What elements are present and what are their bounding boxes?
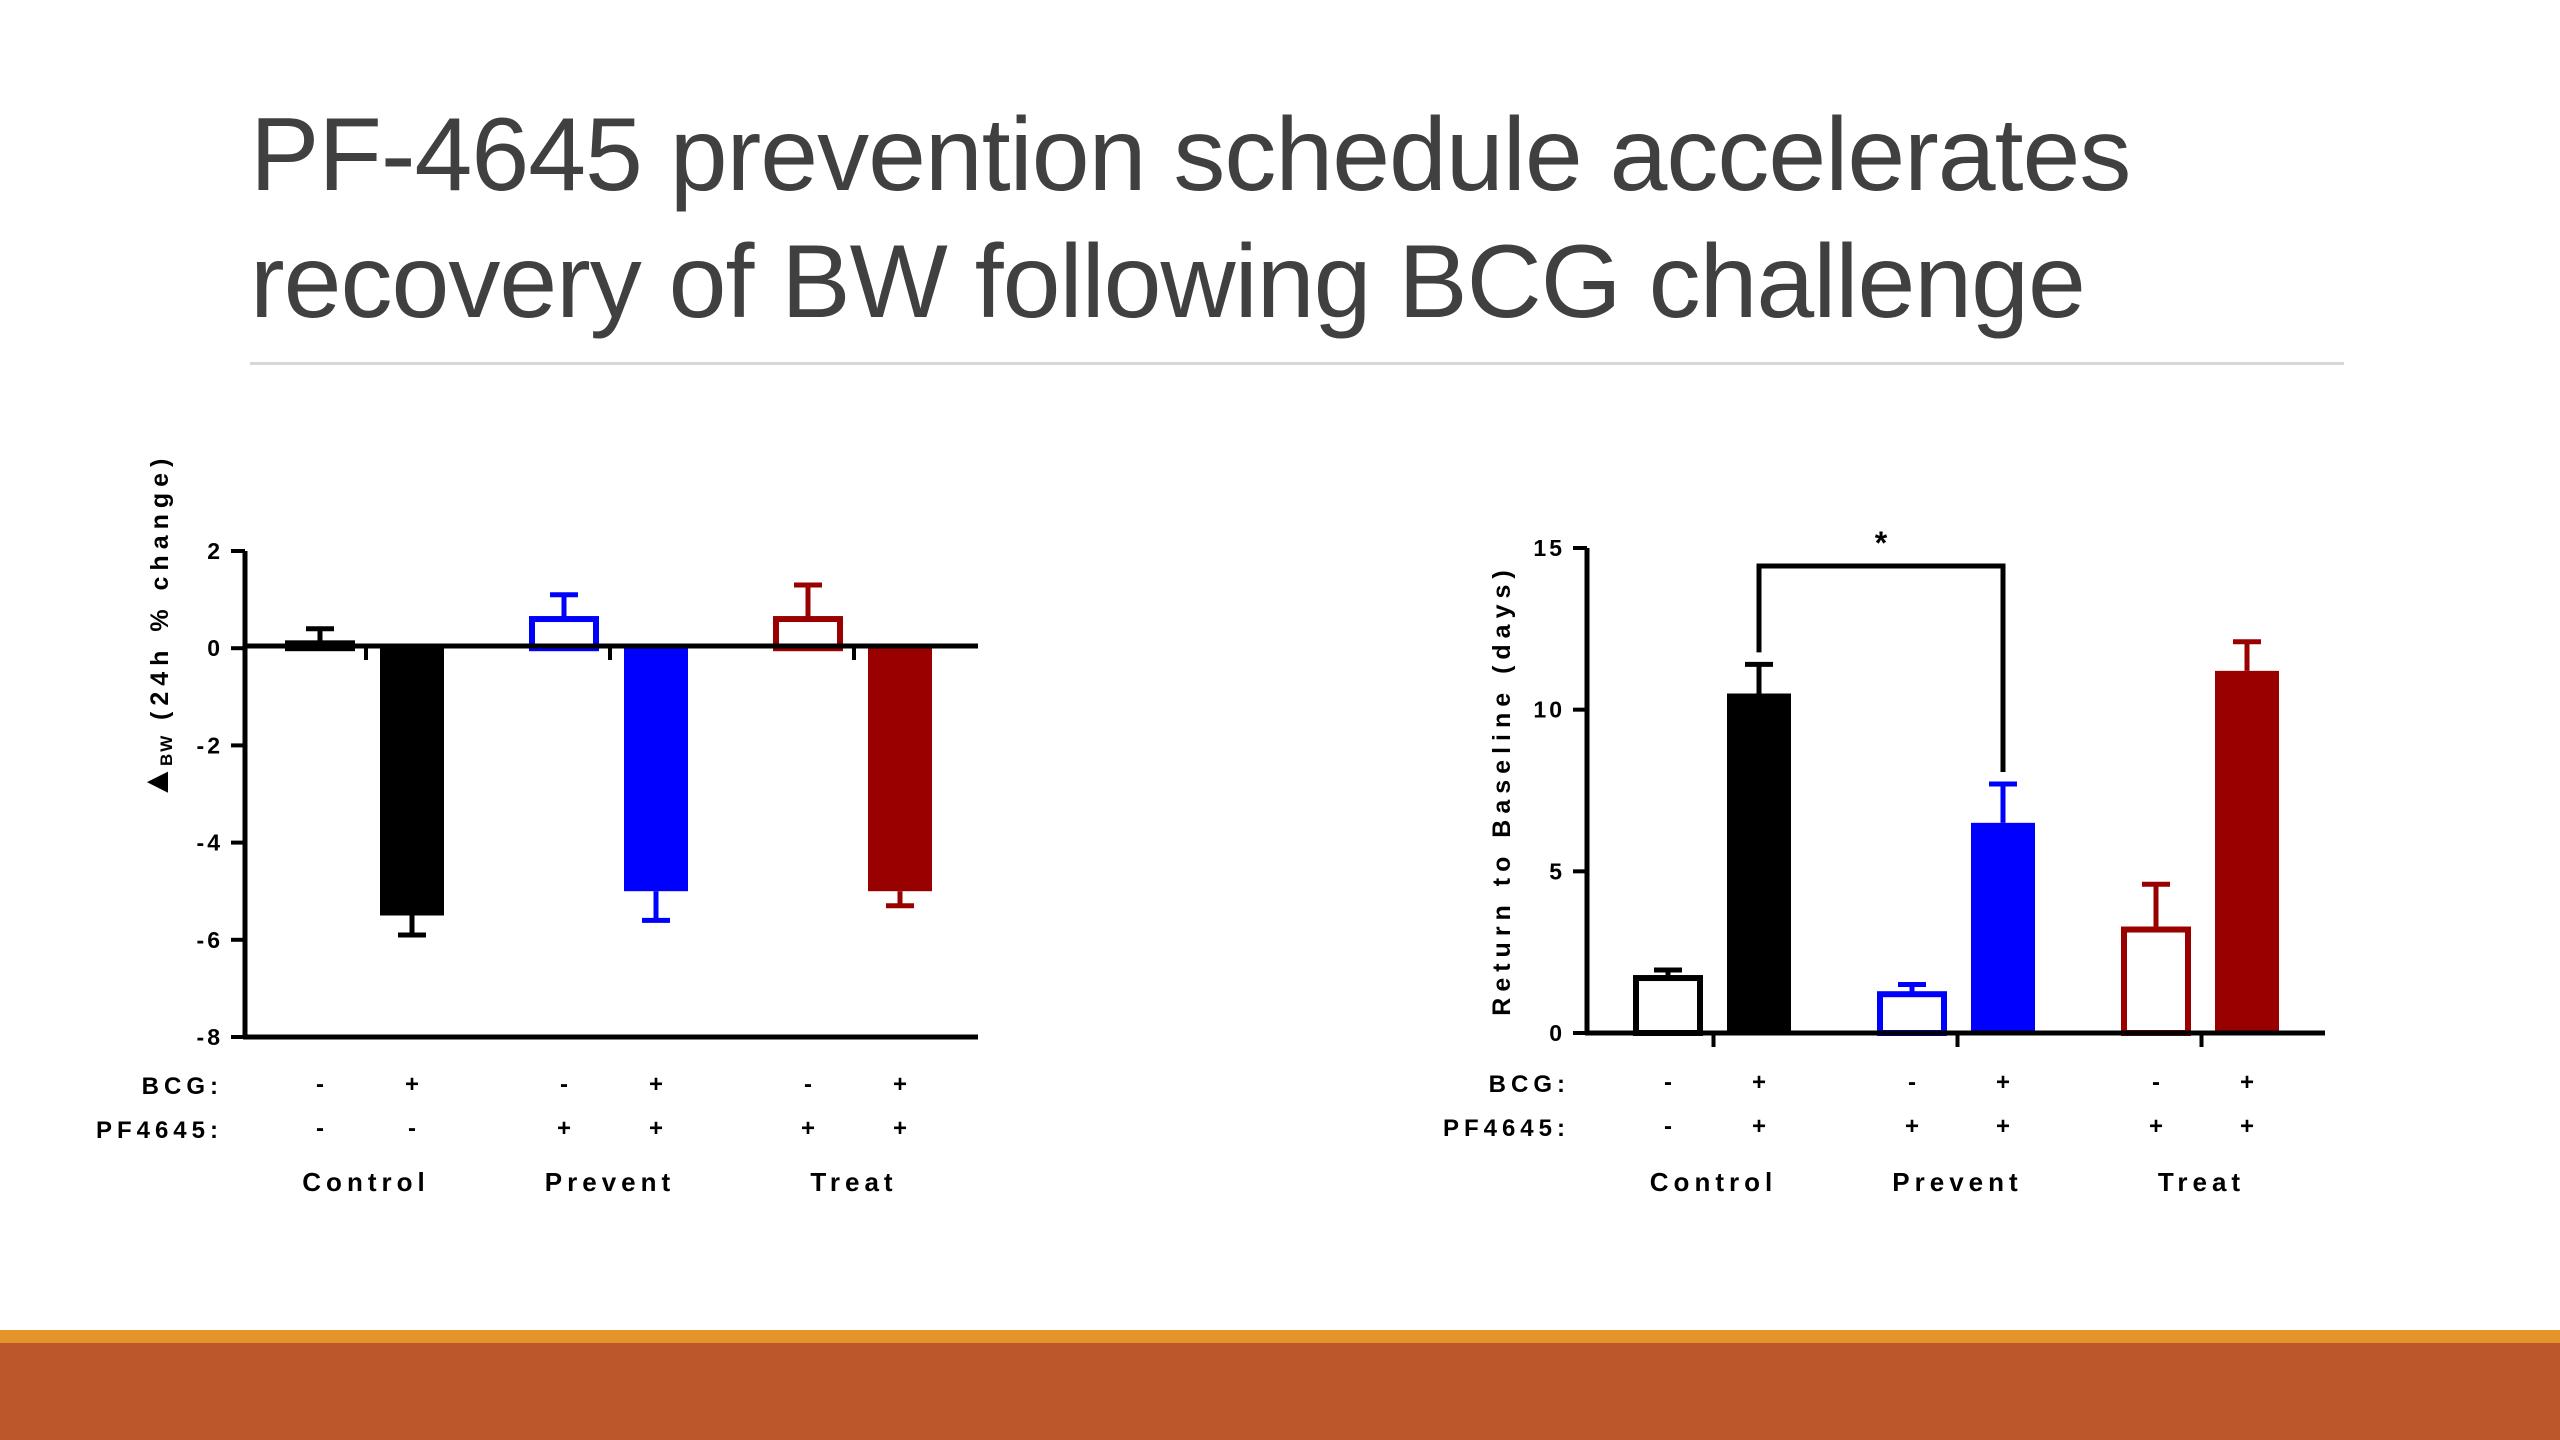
y-tick-label: -4 [197,830,223,856]
row-label-1: PF4645: [96,1117,223,1144]
bcg-sign: - [804,1071,812,1098]
y-tick-label: 15 [1533,535,1565,561]
y-tick-label: 2 [207,538,223,564]
y-tick-label: -6 [197,927,223,953]
bcg-sign: + [2240,1069,2254,1096]
bar-control-bcg [1727,693,1791,1033]
y-tick-label: 0 [207,635,223,661]
y-axis-label: Return to Baseline (days) [1488,564,1516,1015]
y-axis-label-subscript: BW [157,734,176,766]
bcg-sign: + [649,1071,663,1098]
pf4645-sign: - [316,1115,324,1142]
pf4645-sign: + [649,1115,663,1142]
pf4645-sign: + [557,1115,571,1142]
group-label-prevent: Prevent [545,1167,675,1197]
group-label-control: Control [1650,1167,1777,1197]
bcg-sign: - [1664,1069,1672,1096]
bar-prevent-no-bcg [1877,991,1947,1037]
row-label-0: BCG: [142,1073,223,1100]
chart-bw-change: 2 0 -2 -4 -6 -8 - - + - Control - + + + Prevent - + + + Trea… [96,453,978,1197]
y-tick-label: 5 [1549,858,1565,884]
bar-treat-bcg [868,648,932,892]
bar-prevent-bcg [1971,822,2035,1033]
bcg-sign: - [560,1071,568,1098]
y-axis-label-symbol: ▲ [135,764,176,800]
bar-treat-bcg [2215,670,2279,1033]
group-label-treat: Treat [2158,1167,2245,1197]
significance-bracket [1756,563,2006,773]
pf4645-sign: + [893,1115,907,1142]
group-label-treat: Treat [810,1167,897,1197]
row-label-1: PF4645: [1443,1115,1570,1142]
group-label-control: Control [302,1167,429,1197]
bar-prevent-bcg [624,648,688,892]
pf4645-sign: - [408,1115,416,1142]
bcg-sign: - [316,1071,324,1098]
row-label-0: BCG: [1489,1071,1570,1098]
slide-title-line-1: PF-4645 prevention schedule accelerates [250,97,2131,213]
bar-treat-no-bcg [2121,926,2191,1036]
slide-title: PF-4645 prevention schedule accelerates … [250,92,2350,346]
bar-control-bcg [380,648,444,916]
y-axis-label: ▲BW (24h % change) [135,453,176,800]
bcg-sign: - [2152,1069,2160,1096]
y-tick-label: 0 [1549,1020,1565,1046]
y-tick-label: 10 [1533,697,1565,723]
y-tick-label: -8 [197,1024,223,1050]
chart-return-to-baseline: 15 10 5 0 - - + + Control - + + + Prevent - + + + Treat BCG… [1443,525,2325,1197]
bcg-sign: + [1996,1069,2010,1096]
pf4645-sign: + [801,1115,815,1142]
bcg-sign: - [1908,1069,1916,1096]
bar-control-no-bcg [1633,975,1703,1036]
pf4645-sign: + [1905,1113,1919,1140]
bcg-sign: + [405,1071,419,1098]
slide-title-line-2: recovery of BW following BCG challenge [250,224,2086,340]
significance-star: * [1875,525,1888,561]
pf4645-sign: + [2240,1113,2254,1140]
pf4645-sign: + [1752,1113,1766,1140]
y-tick-label: -2 [197,732,223,758]
group-label-prevent: Prevent [1892,1167,2022,1197]
footer-band [0,1343,2560,1440]
pf4645-sign: + [2149,1113,2163,1140]
bcg-sign: + [893,1071,907,1098]
y-axis-label-text: (24h % change) [146,453,174,720]
bcg-sign: + [1752,1069,1766,1096]
pf4645-sign: - [1664,1113,1672,1140]
footer-accent-stripe [0,1330,2560,1343]
title-divider [250,362,2344,365]
pf4645-sign: + [1996,1113,2010,1140]
